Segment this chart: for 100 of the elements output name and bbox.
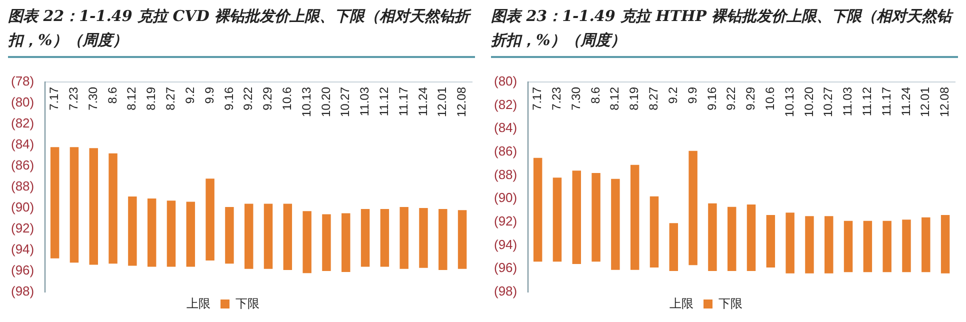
bar xyxy=(922,217,930,272)
bar xyxy=(438,209,448,270)
bar xyxy=(902,220,911,272)
bar xyxy=(805,216,814,274)
bar xyxy=(264,204,273,269)
y-tick-label: (90) xyxy=(10,200,34,215)
x-tick-label: 10.6 xyxy=(280,86,294,110)
bar xyxy=(302,211,312,274)
y-tick-label: (94) xyxy=(10,242,34,257)
x-tick-label: 11.12 xyxy=(376,86,391,116)
bar xyxy=(592,173,600,262)
bar xyxy=(824,216,834,274)
x-tick-label: 10.27 xyxy=(338,86,352,118)
x-tick-label: 12.08 xyxy=(938,86,952,118)
x-tick-label: 7.30 xyxy=(568,86,583,110)
x-tick-label: 11.24 xyxy=(898,86,913,116)
bar xyxy=(786,212,794,274)
bar xyxy=(128,196,137,266)
x-tick-label: 11.12 xyxy=(860,86,874,116)
bar xyxy=(708,203,717,271)
bar xyxy=(669,223,678,271)
x-tick-label: 9.2 xyxy=(182,86,197,104)
x-tick-label: 9.16 xyxy=(704,86,719,110)
x-tick-label: 9.9 xyxy=(685,86,700,104)
x-tick-label: 9.22 xyxy=(241,86,256,110)
bar xyxy=(630,164,640,270)
y-tick-label: (84) xyxy=(10,136,34,152)
y-tick-label: (82) xyxy=(10,116,34,131)
chart-title: 图表 23：1-1.49 克拉 HTHP 裸钻批发价上限、下限（相对天然钻折扣，%）（周度） xyxy=(491,4,958,58)
legend-label: 下限 xyxy=(718,296,742,310)
x-tick-label: 7.30 xyxy=(86,86,100,110)
bar xyxy=(342,213,350,272)
bar xyxy=(322,214,331,271)
bar xyxy=(419,208,428,268)
x-tick-label: 8.19 xyxy=(627,86,642,110)
y-tick-label: (96) xyxy=(494,260,518,276)
x-tick-label: 8.19 xyxy=(144,86,158,110)
bar xyxy=(727,206,736,271)
x-tick-label: 12.01 xyxy=(435,86,450,118)
bar xyxy=(70,147,79,263)
x-tick-label: 10.27 xyxy=(821,86,836,118)
x-tick-label: 9.16 xyxy=(222,86,236,110)
bar xyxy=(940,215,950,274)
bar xyxy=(147,198,156,267)
y-tick-label: (94) xyxy=(494,236,518,252)
x-tick-label: 11.17 xyxy=(879,86,894,116)
y-tick-label: (90) xyxy=(494,190,518,206)
x-tick-label: 8.6 xyxy=(588,86,602,104)
x-tick-label: 8.27 xyxy=(646,86,661,110)
x-tick-label: 11.17 xyxy=(396,86,410,116)
text: 上限 xyxy=(670,296,694,310)
chart-title: 图表 22：1-1.49 克拉 CVD 裸钻批发价上限、下限（相对天然钻折扣，%）（周度） xyxy=(8,4,475,58)
x-tick-label: 9.29 xyxy=(260,86,275,110)
bar xyxy=(225,206,234,264)
y-tick-label: (92) xyxy=(494,214,518,229)
y-tick-label: (80) xyxy=(494,74,518,89)
x-tick-label: 9.9 xyxy=(202,86,216,104)
y-tick-label: (84) xyxy=(494,120,518,136)
x-tick-label: 7.17 xyxy=(47,86,62,110)
bar xyxy=(186,202,196,267)
x-tick-label: 10.13 xyxy=(782,86,796,118)
x-tick-label: 9.29 xyxy=(744,86,758,110)
x-tick-label: 10.20 xyxy=(318,86,333,118)
y-tick-label: (78) xyxy=(10,74,34,89)
x-tick-label: 8.12 xyxy=(608,86,622,110)
x-tick-label: 12.08 xyxy=(454,86,469,118)
x-tick-label: 7.17 xyxy=(530,86,544,110)
bar xyxy=(244,204,254,269)
x-tick-label: 9.2 xyxy=(666,86,680,104)
y-tick-label: (92) xyxy=(10,220,34,236)
y-tick-label: (98) xyxy=(10,284,34,299)
x-tick-label: 12.01 xyxy=(918,86,932,118)
y-tick-label: (80) xyxy=(10,94,34,110)
x-tick-label: 10.20 xyxy=(802,86,816,118)
bar xyxy=(108,153,118,264)
bar xyxy=(766,215,776,268)
bar xyxy=(552,178,562,262)
bar xyxy=(863,220,872,272)
x-tick-label: 10.13 xyxy=(299,86,314,118)
bar xyxy=(206,178,214,260)
bar xyxy=(688,150,698,266)
y-tick-label: (82) xyxy=(494,96,518,112)
bar xyxy=(458,210,467,269)
x-tick-label: 7.23 xyxy=(66,86,81,110)
y-tick-label: (88) xyxy=(10,178,34,194)
bar xyxy=(572,170,581,264)
bar xyxy=(650,196,659,268)
text: 上限 xyxy=(186,296,210,310)
bar xyxy=(360,209,370,267)
x-tick-label: 11.03 xyxy=(358,86,372,116)
y-tick-label: (86) xyxy=(494,144,518,159)
bar xyxy=(882,220,892,272)
x-tick-label: 8.6 xyxy=(105,86,120,104)
x-tick-label: 11.24 xyxy=(416,86,430,116)
x-tick-label: 10.6 xyxy=(762,86,777,110)
bar xyxy=(400,206,408,269)
bar xyxy=(89,148,98,265)
legend-label: 下限 xyxy=(236,296,260,310)
y-tick-label: (98) xyxy=(494,284,518,299)
y-tick-label: (96) xyxy=(10,262,34,278)
